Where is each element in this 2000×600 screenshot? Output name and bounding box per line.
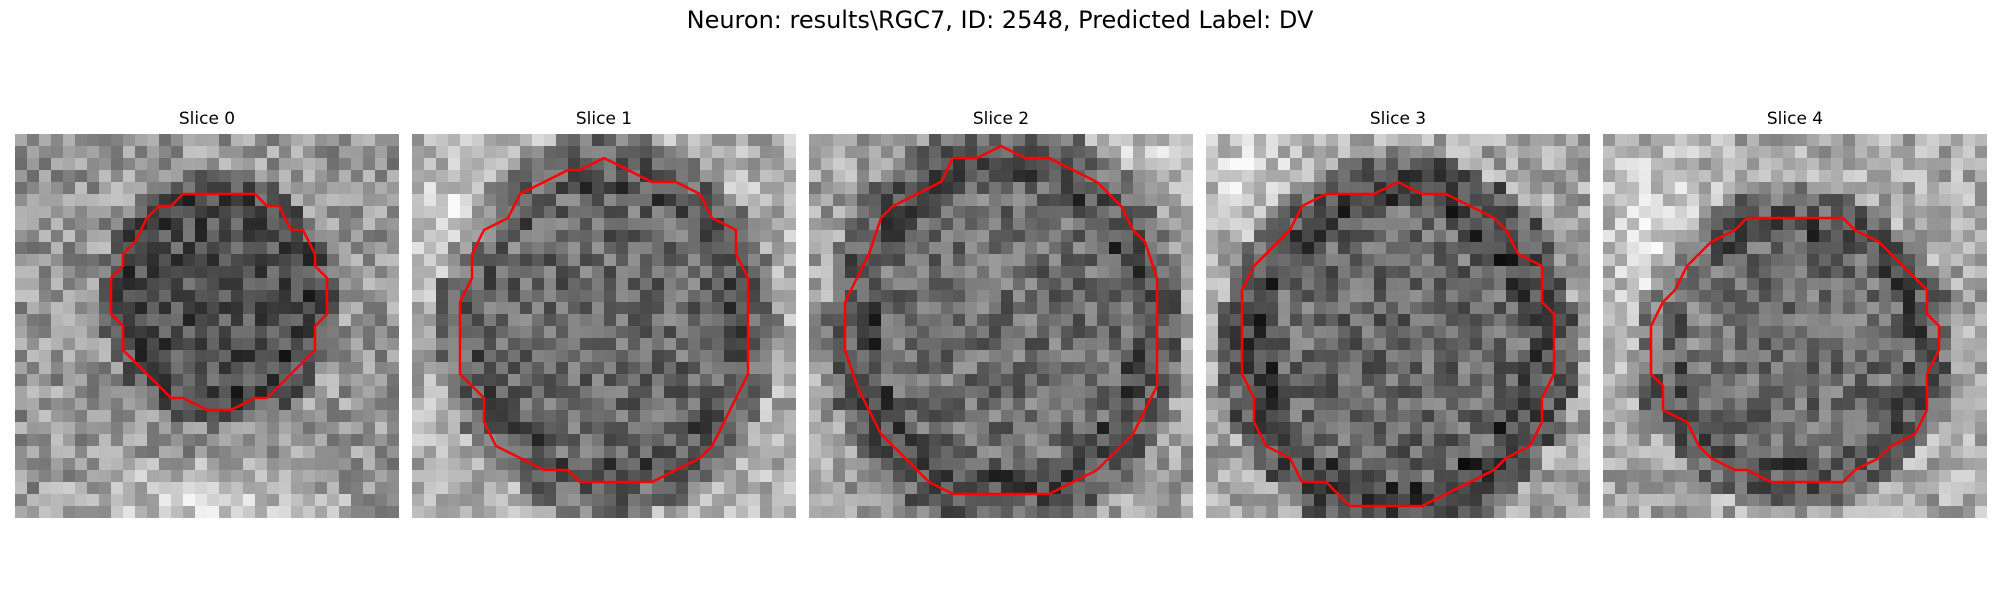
slice-panel-4: Slice 4: [1603, 109, 1987, 530]
slice-image: [412, 134, 796, 518]
slice-title: Slice 4: [1766, 109, 1824, 129]
slice-title: Slice 1: [575, 109, 633, 129]
slice-image: [15, 134, 399, 518]
cell-contour: [843, 144, 1159, 496]
slice-panel-2: Slice 2: [809, 109, 1193, 530]
slice-panel-0: Slice 0: [15, 109, 399, 530]
slice-image: [1603, 134, 1987, 518]
cell-contour: [1649, 216, 1941, 484]
slice-title: Slice 3: [1369, 109, 1427, 129]
cell-contour: [1240, 180, 1556, 508]
slice-title: Slice 2: [972, 109, 1030, 129]
cell-contour: [458, 156, 750, 484]
slice-image: [809, 134, 1193, 518]
cell-contour: [109, 192, 329, 412]
slice-image: [1206, 134, 1590, 518]
slice-panel-1: Slice 1: [412, 109, 796, 530]
figure-title: Neuron: results\RGC7, ID: 2548, Predicte…: [686, 6, 1314, 34]
slice-panel-3: Slice 3: [1206, 109, 1590, 530]
slice-title: Slice 0: [178, 109, 236, 129]
